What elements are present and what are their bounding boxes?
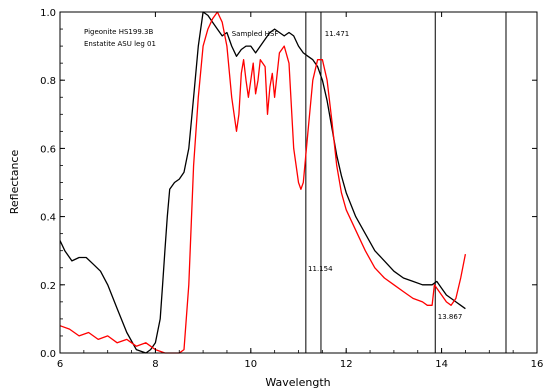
- y-tick-label: 0.8: [40, 76, 56, 87]
- x-tick-label: 6: [57, 359, 63, 370]
- axis-ticks: 6 8 10 12 14 16 0.0 0.2 0.4 0.6 0.8 1.0: [40, 8, 543, 370]
- y-axis-title: Reflectance: [8, 150, 21, 215]
- annotations: 11.471 11.154 13.867 Sampled HSF: [232, 30, 463, 321]
- y-tick-label: 0.2: [40, 281, 56, 292]
- x-tick-label: 14: [435, 359, 448, 370]
- y-tick-label: 0.6: [40, 144, 56, 155]
- legend-entry-pigeonite: Pigeonite HS199.3B: [84, 28, 153, 36]
- y-tick-label: 0.0: [40, 349, 56, 360]
- x-tick-label: 16: [531, 359, 544, 370]
- annotation-label-2: 13.867: [438, 313, 463, 321]
- annotation-label-0: 11.471: [325, 30, 350, 38]
- series-line-pigeonite: [59, 11, 466, 354]
- legend: Pigeonite HS199.3B Enstatite ASU leg 01: [84, 28, 156, 48]
- x-tick-label: 12: [340, 359, 353, 370]
- y-tick-label: 0.4: [40, 213, 56, 224]
- x-tick-label: 8: [152, 359, 158, 370]
- annotation-label-3: Sampled HSF: [232, 30, 279, 38]
- legend-entry-enstatite: Enstatite ASU leg 01: [84, 40, 156, 48]
- y-tick-label: 1.0: [40, 8, 56, 19]
- x-axis-title: Wavelength: [265, 376, 330, 389]
- annotation-label-1: 11.154: [308, 265, 333, 273]
- x-tick-label: 10: [244, 359, 257, 370]
